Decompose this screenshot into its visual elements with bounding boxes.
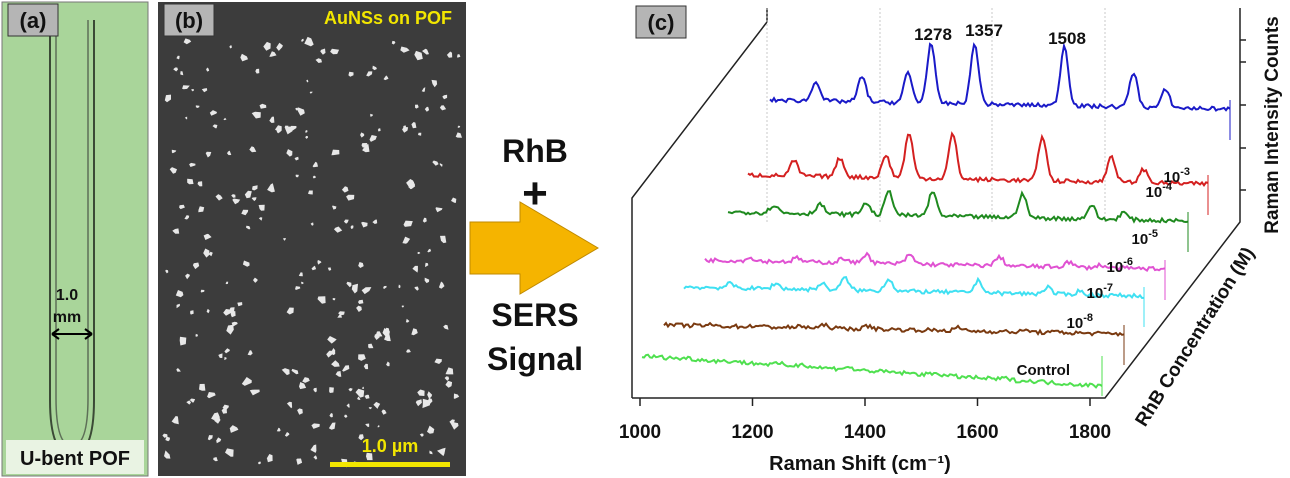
scale-bar [330, 462, 450, 467]
width-value: 1.0 [56, 287, 78, 304]
trace-exp: -6 [1123, 256, 1133, 268]
trace-label: 10-4 [1146, 181, 1173, 201]
trace-exp: -4 [1162, 181, 1173, 193]
trace-label: 10-7 [1087, 282, 1113, 302]
panel-label: (c) [648, 10, 675, 35]
trace-label: 10-6 [1107, 256, 1133, 276]
trace-base: 10 [1087, 285, 1104, 302]
peak-label: 1508 [1048, 29, 1086, 48]
x-axis-title: Raman Shift (cm⁻¹) [769, 453, 951, 475]
trace-label: 10-8 [1067, 312, 1093, 332]
trace-label: Control [1017, 362, 1070, 379]
width-unit: mm [53, 309, 81, 326]
figure: 1.0 mm (a) U-bent POF (b) AuNSs on POF 1… [0, 0, 1290, 478]
arrow [470, 202, 598, 294]
x-tick-label: 1800 [1069, 422, 1111, 443]
arrow-bottom: SERS [491, 297, 578, 333]
spectrum [728, 191, 1188, 222]
particle [199, 384, 205, 391]
spectrum [664, 323, 1124, 335]
peak-label: 1278 [914, 25, 952, 44]
trace-exp: -7 [1103, 282, 1113, 294]
trace-base: 10 [1107, 259, 1124, 276]
x-tick-label: 1400 [844, 422, 886, 443]
particle [329, 387, 334, 393]
trace-exp: -3 [1180, 166, 1190, 178]
panel-label: (a) [20, 8, 47, 33]
spectrum [748, 134, 1208, 186]
panel-label: (b) [175, 8, 203, 33]
spectrum [684, 277, 1144, 298]
x-tick-label: 1600 [956, 422, 998, 443]
spectrum [770, 44, 1230, 110]
particle [180, 337, 187, 346]
trace-base: 10 [1067, 315, 1084, 332]
panel-a-image [2, 2, 148, 476]
caption: U-bent POF [20, 448, 130, 470]
trace-exp: -5 [1148, 228, 1158, 240]
peak-label: 1357 [965, 21, 1003, 40]
trace-base: 10 [1132, 231, 1149, 248]
panel-b-image [158, 2, 466, 476]
scale-bar-label: 1.0 µm [362, 436, 418, 456]
arrow-bottom: Signal [487, 341, 583, 377]
x-tick-label: 1200 [731, 422, 773, 443]
z-axis-title: RhB Concentration (M) [1132, 244, 1259, 431]
spectrum [705, 253, 1165, 270]
panel-title: AuNSs on POF [324, 8, 452, 28]
x-tick-label: 1000 [619, 422, 661, 443]
arrow-top: RhB [502, 133, 568, 169]
trace-exp: -8 [1083, 312, 1093, 324]
trace-label: 10-5 [1132, 228, 1158, 248]
trace-base: 10 [1146, 184, 1163, 201]
y-axis-title: Raman Intensity Counts [1262, 16, 1283, 233]
